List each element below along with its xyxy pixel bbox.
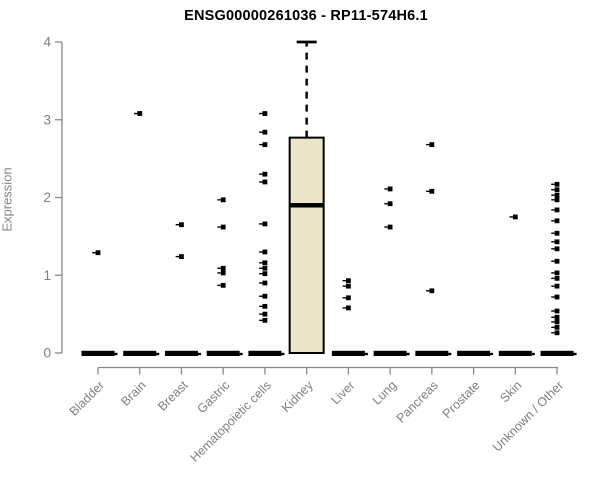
svg-text:Hematopoietic cells: Hematopoietic cells [187,378,274,465]
svg-text:Bladder: Bladder [67,378,107,418]
svg-text:Liver: Liver [328,378,357,407]
svg-text:1: 1 [43,268,51,283]
y-axis-title: Expression [0,167,15,232]
svg-text:3: 3 [43,112,51,127]
svg-text:Lung: Lung [370,378,400,408]
svg-text:4: 4 [43,35,51,50]
svg-text:Skin: Skin [497,378,524,405]
svg-text:Kidney: Kidney [279,378,316,415]
svg-text:Breast: Breast [155,378,191,414]
svg-text:Prostate: Prostate [440,378,483,421]
svg-text:2: 2 [43,190,51,205]
svg-text:Unknown / Other: Unknown / Other [490,378,566,454]
svg-text:Pancreas: Pancreas [394,378,441,425]
svg-text:Brain: Brain [118,378,149,409]
svg-text:Gastric: Gastric [194,378,232,416]
svg-text:0: 0 [43,346,51,361]
chart-title: ENSG00000261036 - RP11-574H6.1 [184,8,428,24]
